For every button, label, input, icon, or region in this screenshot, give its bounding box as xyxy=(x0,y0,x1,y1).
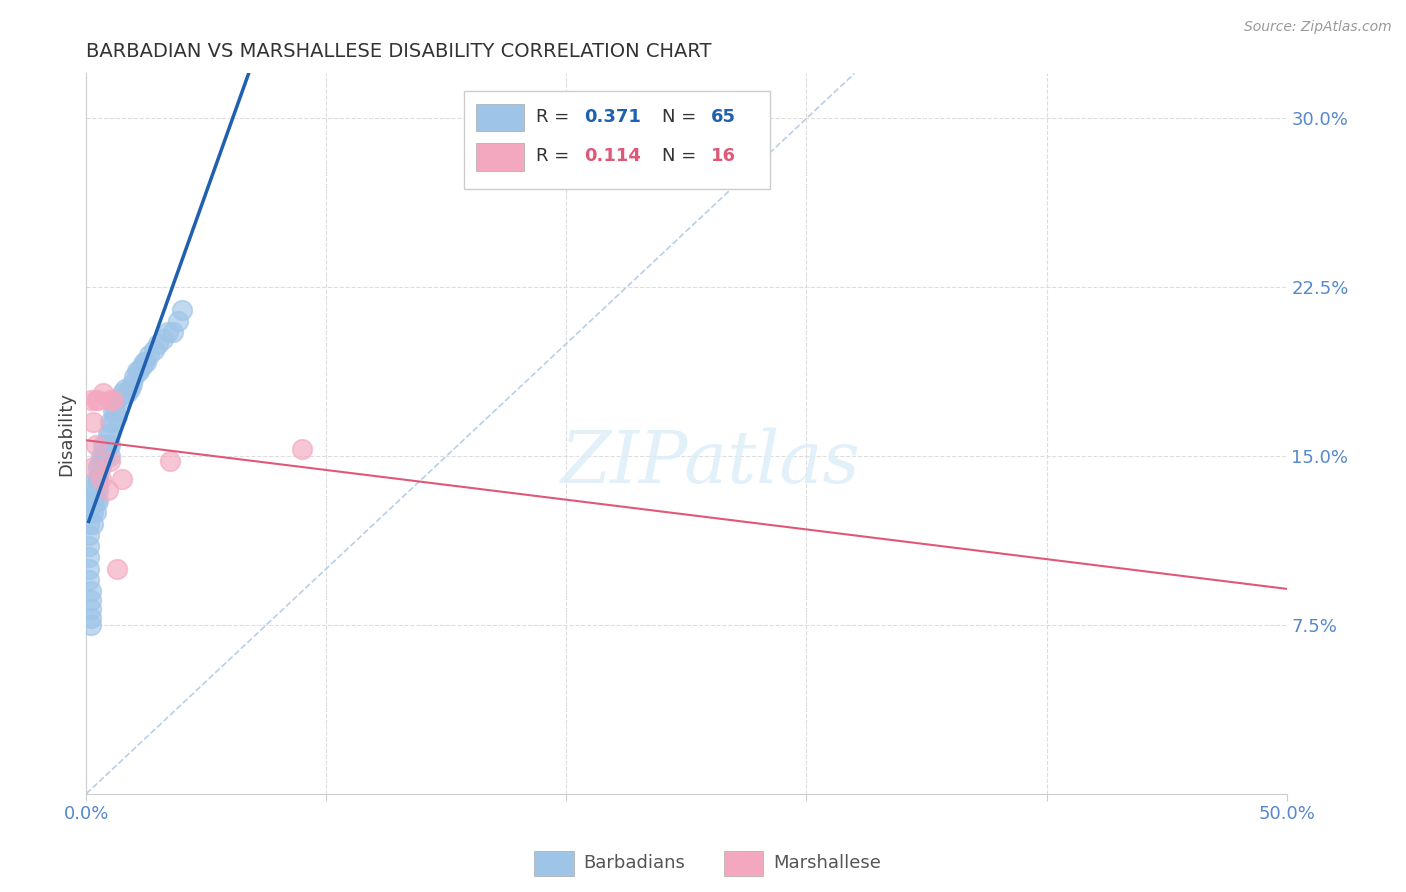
Text: R =: R = xyxy=(537,147,575,165)
Point xyxy=(97,426,120,441)
Point xyxy=(84,392,107,407)
Point xyxy=(94,449,117,463)
Point xyxy=(87,460,110,475)
Point xyxy=(138,348,160,362)
Point xyxy=(82,505,104,519)
FancyBboxPatch shape xyxy=(477,103,524,131)
Point xyxy=(82,516,104,531)
Text: 16: 16 xyxy=(710,147,735,165)
Point xyxy=(80,602,103,616)
Point xyxy=(77,539,100,553)
Point xyxy=(111,472,134,486)
Point xyxy=(77,494,100,508)
Point xyxy=(172,302,194,317)
Point xyxy=(114,382,136,396)
Point xyxy=(97,438,120,452)
Point xyxy=(131,359,153,373)
Point xyxy=(125,363,148,377)
Point xyxy=(82,415,104,429)
Point xyxy=(91,449,114,463)
Point xyxy=(121,377,143,392)
Point xyxy=(84,505,107,519)
Point xyxy=(107,561,129,575)
FancyBboxPatch shape xyxy=(477,144,524,170)
Point xyxy=(84,483,107,497)
Point xyxy=(104,392,127,407)
Point xyxy=(152,332,174,346)
Text: 0.371: 0.371 xyxy=(585,108,641,126)
Point xyxy=(80,593,103,607)
Point xyxy=(91,438,114,452)
Point xyxy=(90,460,112,475)
Text: Barbadians: Barbadians xyxy=(583,855,685,872)
Point xyxy=(80,611,103,625)
Text: Source: ZipAtlas.com: Source: ZipAtlas.com xyxy=(1244,20,1392,34)
Point xyxy=(84,494,107,508)
Point xyxy=(77,561,100,575)
Point xyxy=(135,354,157,368)
Text: R =: R = xyxy=(537,108,575,126)
Point xyxy=(87,483,110,497)
Point xyxy=(77,516,100,531)
Point xyxy=(98,426,121,441)
Point xyxy=(82,494,104,508)
Point xyxy=(98,438,121,452)
Point xyxy=(124,370,146,384)
Text: BARBADIAN VS MARSHALLESE DISABILITY CORRELATION CHART: BARBADIAN VS MARSHALLESE DISABILITY CORR… xyxy=(86,42,711,61)
Point xyxy=(80,584,103,599)
Point xyxy=(87,494,110,508)
Point xyxy=(148,336,170,351)
Text: N =: N = xyxy=(662,108,703,126)
Point xyxy=(97,483,120,497)
Point xyxy=(108,392,131,407)
Text: 65: 65 xyxy=(710,108,735,126)
Point xyxy=(80,618,103,632)
Text: 0.114: 0.114 xyxy=(585,147,641,165)
Point xyxy=(166,314,188,328)
Point xyxy=(101,404,124,418)
Point xyxy=(82,483,104,497)
Point xyxy=(87,472,110,486)
Point xyxy=(84,438,107,452)
Point xyxy=(118,382,141,396)
Point xyxy=(159,453,181,467)
Point xyxy=(77,528,100,542)
Point xyxy=(84,472,107,486)
Point xyxy=(162,325,184,339)
Point xyxy=(90,472,112,486)
Point xyxy=(115,386,138,401)
Point xyxy=(98,449,121,463)
Point xyxy=(91,386,114,401)
Text: Marshallese: Marshallese xyxy=(773,855,882,872)
Y-axis label: Disability: Disability xyxy=(58,392,75,475)
Point xyxy=(156,325,179,339)
Text: ZIPatlas: ZIPatlas xyxy=(561,427,860,498)
Point xyxy=(87,472,110,486)
Point xyxy=(111,386,134,401)
Point xyxy=(87,392,110,407)
Point xyxy=(107,409,129,423)
Point xyxy=(107,392,129,407)
Point xyxy=(80,392,103,407)
Point xyxy=(101,415,124,429)
Text: N =: N = xyxy=(662,147,703,165)
Point xyxy=(77,550,100,565)
Point xyxy=(82,460,104,475)
Point xyxy=(98,415,121,429)
Point xyxy=(94,438,117,452)
Point xyxy=(101,392,124,407)
Point xyxy=(104,404,127,418)
Point xyxy=(90,449,112,463)
Point xyxy=(142,343,165,358)
Point xyxy=(77,573,100,587)
Point xyxy=(87,460,110,475)
Point xyxy=(132,354,155,368)
Point xyxy=(291,442,314,457)
Point xyxy=(128,363,150,377)
Point xyxy=(98,453,121,467)
FancyBboxPatch shape xyxy=(464,92,770,189)
Point xyxy=(98,392,121,407)
Point xyxy=(77,505,100,519)
